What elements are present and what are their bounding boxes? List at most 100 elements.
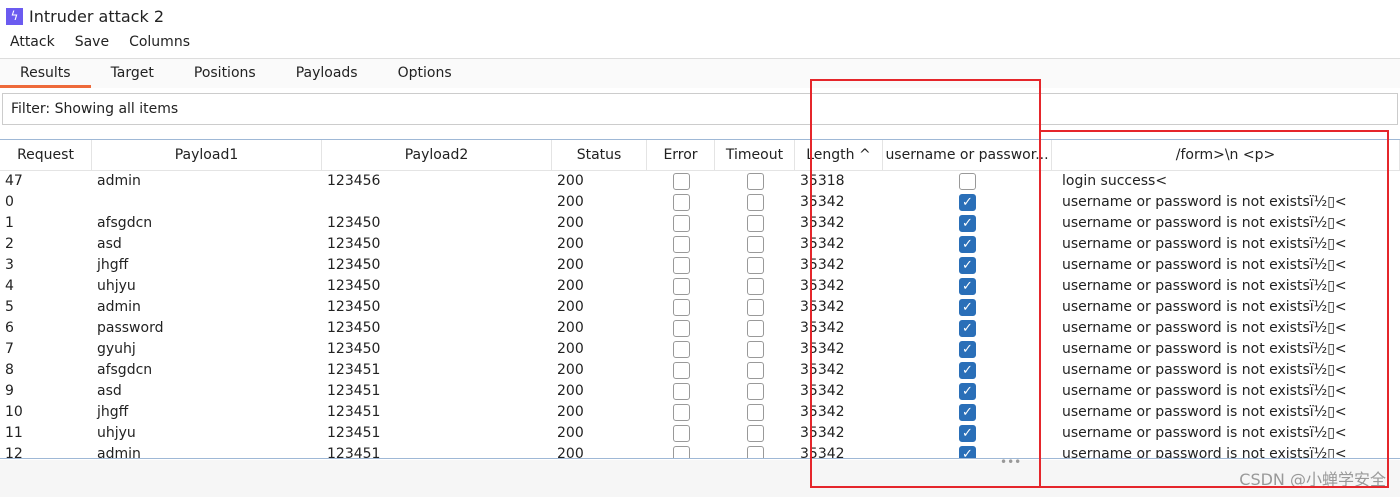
checkbox-unchecked-icon[interactable]: [672, 278, 690, 295]
checkbox-checked-icon[interactable]: ✓: [959, 278, 976, 295]
cell-payload1: uhjyu: [97, 278, 136, 294]
checkbox-unchecked-icon[interactable]: [746, 257, 764, 274]
cell-payload2: 123451: [327, 425, 381, 441]
checkbox-unchecked-icon[interactable]: [746, 215, 764, 232]
cell-grep-extract: username or password is not existsï½▯<: [1062, 362, 1347, 378]
checkbox-checked-icon[interactable]: ✓: [959, 236, 976, 253]
checkbox-unchecked-icon[interactable]: [746, 341, 764, 358]
table-row[interactable]: 7 gyuhj 123450 200 35342 ✓ username or passwor…: [0, 339, 1400, 360]
checkbox-unchecked-icon[interactable]: [746, 404, 764, 421]
column-header-payload1[interactable]: Payload1: [92, 140, 322, 170]
table-row[interactable]: 1 afsgdcn 123450 200 35342 ✓ username or passw…: [0, 213, 1400, 234]
column-header-payload2[interactable]: Payload2: [322, 140, 552, 170]
table-row[interactable]: 10 jhgff 123451 200 35342 ✓ username or passwo…: [0, 402, 1400, 423]
checkbox-checked-icon[interactable]: ✓: [959, 299, 976, 316]
cell-error: [647, 213, 715, 234]
cell-grep-match: ✓: [883, 234, 1052, 255]
tab-options[interactable]: Options: [397, 65, 452, 81]
column-header-timeout[interactable]: Timeout: [715, 140, 795, 170]
column-header-request[interactable]: Request: [0, 140, 92, 170]
checkbox-checked-icon[interactable]: ✓: [959, 404, 976, 421]
detail-pane: [0, 460, 1400, 497]
column-header-length[interactable]: Length ^: [795, 140, 883, 170]
checkbox-unchecked-icon[interactable]: [672, 383, 690, 400]
table-row[interactable]: 11 uhjyu 123451 200 35342 ✓ username or passwo…: [0, 423, 1400, 444]
checkbox-unchecked-icon[interactable]: [672, 194, 690, 211]
cell-grep-extract: username or password is not existsï½▯<: [1062, 194, 1347, 210]
cell-payload1: admin: [97, 299, 141, 315]
checkbox-unchecked-icon[interactable]: [959, 173, 976, 190]
table-row[interactable]: 12 admin 123451 200 35342 ✓ username or passwo…: [0, 444, 1400, 458]
table-row[interactable]: 47 admin 123456 200 35318 login success<: [0, 171, 1400, 192]
checkbox-checked-icon[interactable]: ✓: [959, 425, 976, 442]
cell-length: 35342: [800, 194, 845, 210]
checkbox-unchecked-icon[interactable]: [672, 341, 690, 358]
cell-status: 200: [557, 194, 584, 210]
cell-payload2: 123451: [327, 362, 381, 378]
filter-bar[interactable]: Filter: Showing all items: [2, 93, 1398, 125]
checkbox-unchecked-icon[interactable]: [672, 362, 690, 379]
checkbox-unchecked-icon[interactable]: [746, 383, 764, 400]
column-header-grep-match[interactable]: username or passwor...: [883, 140, 1052, 170]
column-header-status[interactable]: Status: [552, 140, 647, 170]
menu-attack[interactable]: Attack: [10, 34, 55, 50]
cell-request: 9: [5, 383, 14, 399]
checkbox-unchecked-icon[interactable]: [746, 425, 764, 442]
tab-target[interactable]: Target: [110, 65, 154, 81]
cell-grep-extract: username or password is not existsï½▯<: [1062, 257, 1347, 273]
checkbox-unchecked-icon[interactable]: [746, 299, 764, 316]
menu-columns[interactable]: Columns: [129, 34, 190, 50]
cell-grep-extract: username or password is not existsï½▯<: [1062, 299, 1347, 315]
checkbox-checked-icon[interactable]: ✓: [959, 320, 976, 337]
checkbox-unchecked-icon[interactable]: [672, 425, 690, 442]
menu-save[interactable]: Save: [74, 34, 110, 50]
checkbox-unchecked-icon[interactable]: [672, 446, 690, 458]
column-header-grep-extract[interactable]: /form>\n <p>: [1052, 140, 1400, 170]
cell-payload2: [322, 192, 552, 213]
checkbox-checked-icon[interactable]: ✓: [959, 446, 976, 458]
checkbox-unchecked-icon[interactable]: [746, 173, 764, 190]
checkbox-checked-icon[interactable]: ✓: [959, 383, 976, 400]
checkbox-unchecked-icon[interactable]: [672, 215, 690, 232]
checkbox-unchecked-icon[interactable]: [746, 446, 764, 458]
cell-payload1: afsgdcn: [97, 362, 153, 378]
column-header-error[interactable]: Error: [647, 140, 715, 170]
checkbox-checked-icon[interactable]: ✓: [959, 257, 976, 274]
tab-positions[interactable]: Positions: [193, 65, 256, 81]
cell-status: 200: [557, 320, 584, 336]
cell-error: [647, 255, 715, 276]
checkbox-unchecked-icon[interactable]: [672, 257, 690, 274]
tab-payloads[interactable]: Payloads: [295, 65, 358, 81]
checkbox-checked-icon[interactable]: ✓: [959, 362, 976, 379]
checkbox-unchecked-icon[interactable]: [672, 173, 690, 190]
tab-bar: Results Target Positions Payloads Option…: [0, 58, 1400, 88]
checkbox-unchecked-icon[interactable]: [672, 299, 690, 316]
checkbox-unchecked-icon[interactable]: [672, 236, 690, 253]
cell-payload1: [92, 192, 322, 213]
table-row[interactable]: 4 uhjyu 123450 200 35342 ✓ username or passwor…: [0, 276, 1400, 297]
cell-length: 35342: [800, 215, 845, 231]
checkbox-unchecked-icon[interactable]: [672, 320, 690, 337]
table-row[interactable]: 3 jhgff 123450 200 35342 ✓ username or passwor…: [0, 255, 1400, 276]
tab-results[interactable]: Results: [0, 59, 91, 88]
table-row[interactable]: 9 asd 123451 200 35342 ✓ username or password …: [0, 381, 1400, 402]
table-row[interactable]: 0 200 35342 ✓ username or password is not ex…: [0, 192, 1400, 213]
table-row[interactable]: 2 asd 123450 200 35342 ✓ username or password …: [0, 234, 1400, 255]
splitter-handle[interactable]: •••: [1000, 455, 1022, 469]
table-row[interactable]: 5 admin 123450 200 35342 ✓ username or passwor…: [0, 297, 1400, 318]
cell-length: 35342: [800, 257, 845, 273]
checkbox-checked-icon[interactable]: ✓: [959, 341, 976, 358]
checkbox-unchecked-icon[interactable]: [672, 404, 690, 421]
checkbox-unchecked-icon[interactable]: [746, 194, 764, 211]
checkbox-unchecked-icon[interactable]: [746, 236, 764, 253]
checkbox-checked-icon[interactable]: ✓: [959, 194, 976, 211]
cell-timeout: [715, 297, 795, 318]
checkbox-checked-icon[interactable]: ✓: [959, 215, 976, 232]
table-row[interactable]: 6 password 123450 200 35342 ✓ username or pass…: [0, 318, 1400, 339]
checkbox-unchecked-icon[interactable]: [746, 362, 764, 379]
checkbox-unchecked-icon[interactable]: [746, 320, 764, 337]
table-row[interactable]: 8 afsgdcn 123451 200 35342 ✓ username or passw…: [0, 360, 1400, 381]
checkbox-unchecked-icon[interactable]: [746, 278, 764, 295]
table-header: Request Payload1 Payload2 Status Error Timeou…: [0, 140, 1400, 171]
cell-payload2: 123451: [327, 383, 381, 399]
